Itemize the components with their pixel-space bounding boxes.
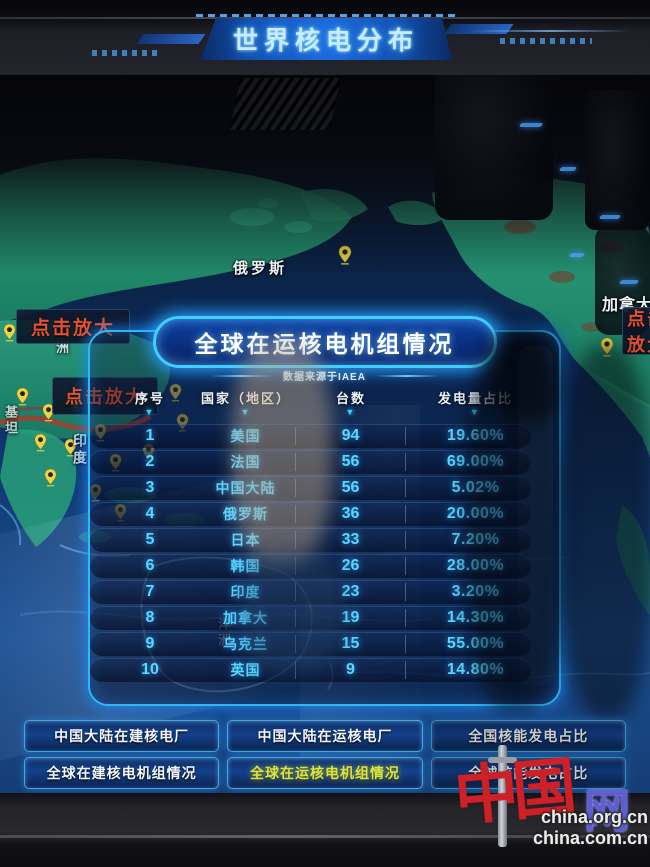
column-header-units: 台数 ▼ [335, 391, 366, 417]
map-label-pakistan-fragment: 基坦 [3, 405, 18, 437]
data-source-label: 数据来源于IAEA [283, 372, 366, 383]
table-row: 9 乌克兰 15 55.00% [90, 632, 531, 656]
panel-subtitle-row: 数据来源于IAEA [90, 368, 559, 383]
column-header-no: 序号 ▼ [134, 391, 165, 417]
sort-arrow-icon: ▼ [144, 407, 156, 417]
table-row: 6 韩国 26 28.00% [90, 554, 531, 578]
subtitle-dash-right [375, 374, 438, 377]
projector-reflection [585, 90, 650, 230]
bottom-navigation: 中国大陆在建核电厂 中国大陆在运核电厂 全国核能发电占比 全球在建核电机组情况 … [0, 718, 650, 792]
banner-left-wing-decoration [136, 34, 206, 44]
table-row: 7 印度 23 3.20% [90, 580, 531, 604]
sort-arrow-icon: ▼ [470, 407, 481, 417]
sort-arrow-icon: ▼ [345, 407, 357, 417]
map-label-russia: 俄罗斯 [233, 260, 288, 277]
zoom-in-button[interactable]: 点击放大 [622, 307, 650, 355]
banner-left-dots-decoration [92, 50, 158, 56]
nav-button-china-operating-plants[interactable]: 中国大陆在运核电厂 [227, 720, 423, 752]
panel-title: 全球在运核电机组情况 [194, 331, 455, 357]
projector-reflection [435, 55, 553, 220]
nav-button-national-nuclear-share[interactable]: 全国核能发电占比 [430, 720, 626, 752]
nav-button-global-nuclear-share[interactable]: 全球核能发电占比 [430, 757, 626, 789]
floor-below-screen [0, 793, 650, 867]
banner-right-streak-decoration [470, 30, 630, 32]
table-row: 5 日本 33 7.20% [90, 528, 531, 552]
table-row: 3 中国大陆 56 5.02% [90, 476, 531, 500]
nav-button-global-under-construction-units[interactable]: 全球在建核电机组情况 [24, 757, 220, 789]
nav-button-china-under-construction-plants[interactable]: 中国大陆在建核电厂 [24, 720, 220, 752]
map-label-india: 印度 [72, 433, 88, 467]
table-row: 10 英国 9 14.80% [90, 658, 531, 682]
table-row: 4 俄罗斯 36 20.00% [90, 502, 531, 526]
banner-dashed-trim [196, 14, 458, 17]
floor-edge-line [0, 835, 650, 838]
column-header-share: 发电量占比 ▼ [437, 391, 513, 417]
column-header-country: 国家（地区） ▼ [200, 391, 291, 417]
table-body: 1 美国 94 19.60% 2 法国 56 69.00% 3 中国大陆 56 5.02% 4 俄罗… [90, 424, 531, 682]
zoom-in-button[interactable]: 点击放大 [16, 309, 130, 344]
table-row: 1 美国 94 19.60% [90, 424, 531, 448]
banner-right-dots-decoration [500, 38, 592, 44]
operating-units-panel: 全球在运核电机组情况 数据来源于IAEA 序号 ▼ 国家（地区） ▼ 台数 ▼ 发电量… [88, 316, 561, 706]
page-title-banner: 世界核电分布 [200, 18, 452, 60]
table-row: 8 加拿大 19 14.30% [90, 606, 531, 630]
ceiling-vent-reflection [229, 78, 341, 130]
panel-title-pill: 全球在运核电机组情况 [152, 316, 497, 368]
nav-button-global-operating-units[interactable]: 全球在运核电机组情况 [227, 757, 423, 789]
banner-right-wing-decoration [444, 24, 514, 34]
table-row: 2 法国 56 69.00% [90, 450, 531, 474]
subtitle-dash-left [211, 374, 274, 377]
top-ceiling-zone: 世界核电分布 [0, 0, 650, 75]
sort-arrow-icon: ▼ [240, 407, 252, 417]
page-title: 世界核电分布 [232, 27, 419, 55]
table-header-row: 序号 ▼ 国家（地区） ▼ 台数 ▼ 发电量占比 ▼ [90, 388, 559, 417]
